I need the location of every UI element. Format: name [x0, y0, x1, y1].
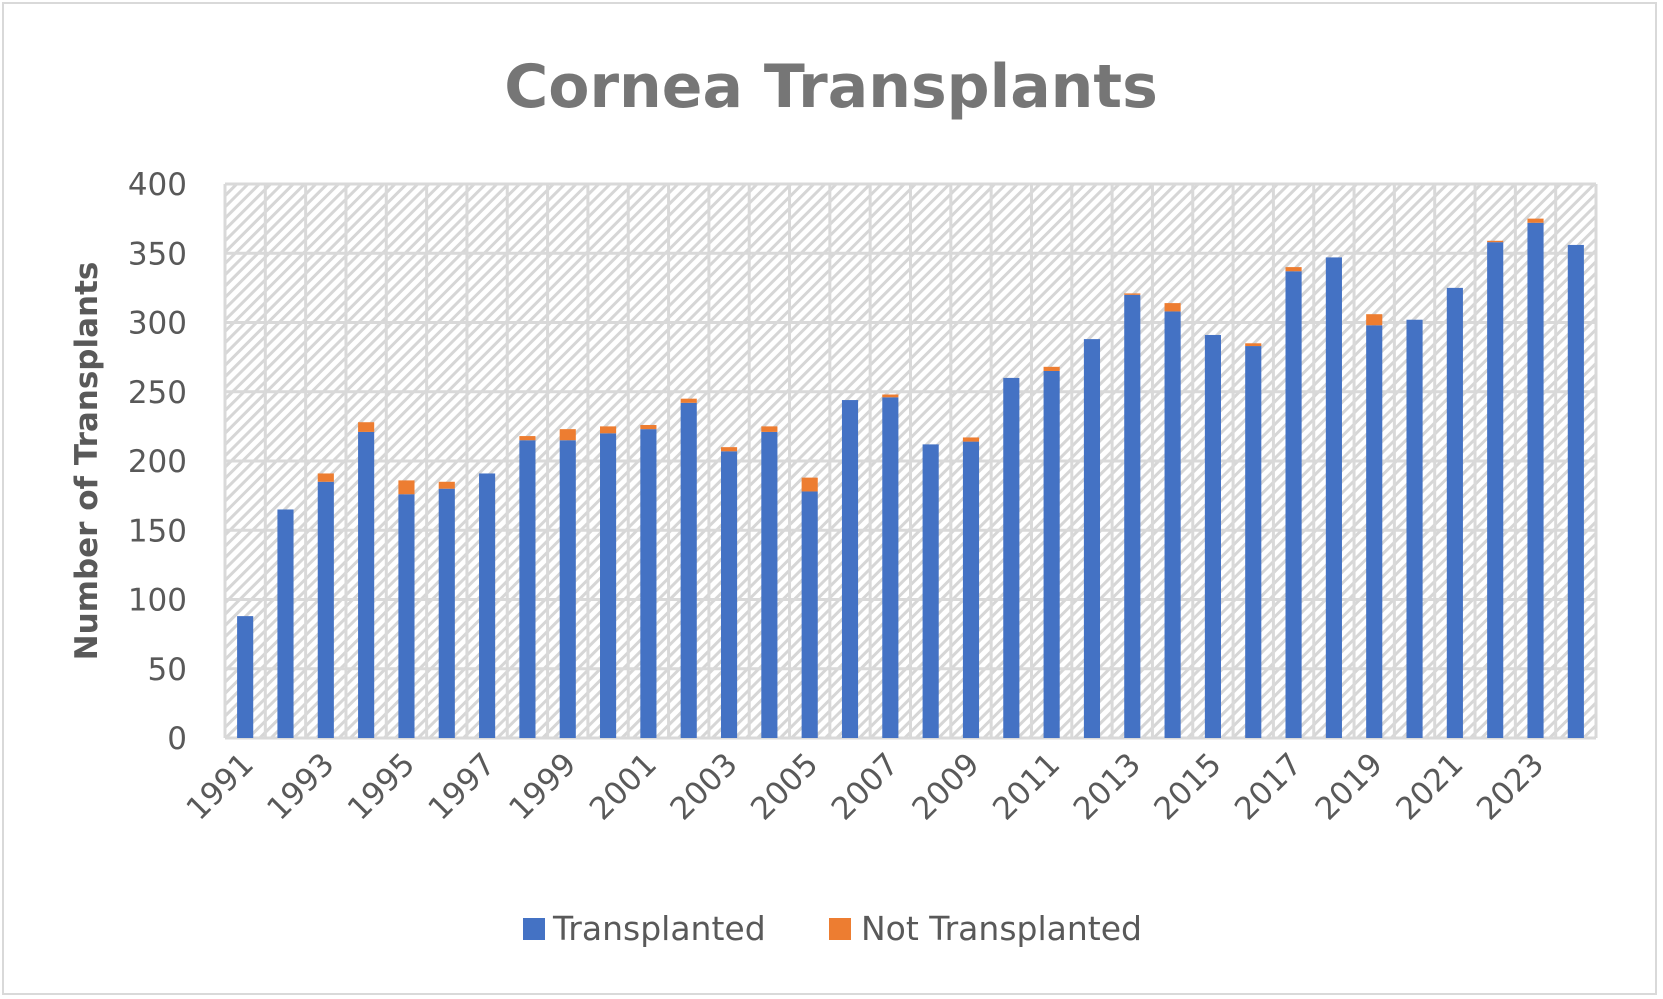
bar-transplanted-2009 — [962, 441, 980, 738]
y-tick-label: 400 — [128, 167, 187, 203]
bar-not-transplanted-2014 — [1164, 303, 1181, 312]
x-tick-label: 1991 — [180, 746, 261, 827]
x-tick-label: 2023 — [1470, 746, 1551, 827]
bar-not-transplanted-2000 — [600, 426, 617, 434]
bar-transplanted-2021 — [1446, 287, 1463, 738]
bar-not-transplanted-2011 — [1043, 366, 1060, 371]
bar-transplanted-2003 — [720, 451, 738, 738]
y-tick-label: 200 — [128, 444, 187, 480]
bar-not-transplanted-2002 — [680, 398, 697, 403]
bar-transplanted-1999 — [559, 440, 576, 738]
x-tick-label: 1997 — [422, 746, 503, 827]
x-tick-label: 2021 — [1389, 746, 1470, 827]
x-tick-label: 2007 — [825, 746, 906, 827]
legend-label-not-transplanted: Not Transplanted — [861, 909, 1142, 948]
x-tick-label: 1995 — [341, 746, 422, 827]
bar-transplanted-2016 — [1245, 346, 1262, 738]
bar-transplanted-2024 — [1567, 244, 1584, 738]
bar-transplanted-1991 — [237, 616, 254, 738]
bar-not-transplanted-2019 — [1366, 314, 1383, 326]
x-tick-label: 2017 — [1228, 746, 1309, 827]
bar-transplanted-1992 — [277, 509, 294, 738]
bar-not-transplanted-1995 — [398, 480, 415, 495]
x-tick-label: 2001 — [583, 746, 664, 827]
y-tick-label: 50 — [148, 652, 187, 688]
bar-not-transplanted-2009 — [962, 437, 980, 442]
bar-transplanted-2011 — [1043, 370, 1060, 738]
bar-transplanted-2020 — [1406, 319, 1423, 738]
bar-transplanted-2014 — [1164, 311, 1181, 738]
y-tick-label: 150 — [128, 513, 187, 549]
bar-transplanted-2022 — [1487, 242, 1504, 739]
bar-not-transplanted-1998 — [519, 436, 536, 441]
bar-transplanted-2012 — [1083, 339, 1101, 738]
bar-transplanted-2000 — [600, 433, 617, 738]
bar-transplanted-2023 — [1527, 222, 1544, 738]
x-tick-label: 2009 — [905, 746, 986, 827]
bar-transplanted-1997 — [479, 473, 496, 738]
y-axis-ticks: 0 50 100 150 200 250 300 350 400 — [128, 167, 187, 757]
bar-not-transplanted-2004 — [761, 426, 778, 432]
bar-transplanted-2007 — [882, 397, 899, 738]
bar-transplanted-2013 — [1124, 294, 1141, 738]
legend: Transplanted Not Transplanted — [523, 909, 1142, 948]
bar-not-transplanted-1996 — [438, 481, 455, 489]
y-tick-label: 300 — [128, 306, 187, 342]
bar-transplanted-2004 — [761, 431, 778, 738]
legend-label-transplanted: Transplanted — [552, 909, 766, 948]
bar-transplanted-2001 — [640, 429, 657, 738]
x-tick-label: 1999 — [502, 746, 583, 827]
legend-swatch-transplanted — [523, 918, 545, 940]
bar-transplanted-2018 — [1325, 257, 1342, 738]
bar-transplanted-2017 — [1285, 271, 1302, 738]
bar-transplanted-2010 — [1003, 377, 1020, 738]
bar-not-transplanted-1994 — [358, 422, 375, 432]
x-tick-label: 2011 — [986, 746, 1067, 827]
bar-not-transplanted-1993 — [317, 473, 334, 482]
bar-transplanted-2002 — [680, 402, 697, 738]
bar-transplanted-2005 — [801, 491, 818, 738]
chart-title: Cornea Transplants — [504, 52, 1158, 122]
x-tick-label: 1993 — [260, 746, 341, 827]
bar-not-transplanted-1999 — [559, 429, 576, 441]
bar-not-transplanted-2022 — [1487, 240, 1504, 243]
bar-not-transplanted-2001 — [640, 424, 657, 430]
y-tick-label: 250 — [128, 375, 187, 411]
bar-transplanted-1995 — [398, 494, 415, 738]
bar-transplanted-1998 — [519, 440, 536, 738]
bar-transplanted-2008 — [922, 444, 939, 738]
bars — [237, 218, 1584, 739]
x-tick-label: 2003 — [663, 746, 744, 827]
bar-transplanted-2006 — [841, 400, 859, 738]
bar-transplanted-1993 — [317, 481, 334, 738]
y-tick-label: 350 — [128, 236, 187, 272]
bar-not-transplanted-2003 — [720, 447, 738, 452]
bar-not-transplanted-2023 — [1527, 218, 1544, 223]
bar-transplanted-1994 — [358, 431, 375, 738]
bar-not-transplanted-2017 — [1285, 267, 1302, 272]
bar-not-transplanted-2016 — [1245, 343, 1262, 347]
bar-not-transplanted-2007 — [882, 394, 899, 398]
bar-transplanted-2019 — [1366, 325, 1383, 738]
x-tick-label: 2013 — [1067, 746, 1148, 827]
x-tick-label: 2005 — [744, 746, 825, 827]
x-tick-label: 2015 — [1147, 746, 1228, 827]
y-tick-label: 100 — [128, 583, 187, 619]
bar-not-transplanted-2005 — [801, 477, 818, 492]
bar-transplanted-1996 — [438, 488, 455, 738]
bar-not-transplanted-2013 — [1124, 293, 1141, 295]
x-axis-ticks: 1991 1993 1995 1997 1999 2001 2003 2005 2007 2009… — [180, 746, 1552, 827]
x-tick-label: 2019 — [1309, 746, 1390, 827]
y-axis-label: Number of Transplants — [69, 262, 105, 661]
bar-transplanted-2015 — [1204, 334, 1221, 738]
legend-swatch-not-transplanted — [829, 918, 851, 940]
y-tick-label: 0 — [167, 721, 187, 757]
